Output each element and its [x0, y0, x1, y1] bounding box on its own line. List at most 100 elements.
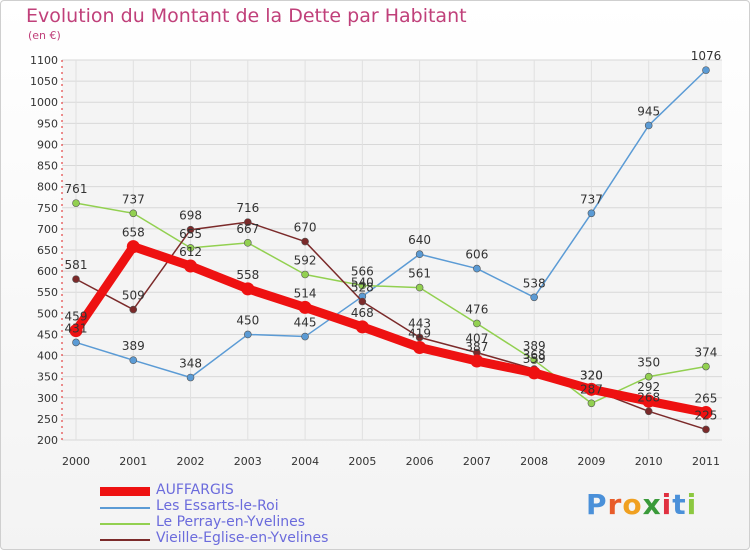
- data-label: 407: [465, 332, 488, 346]
- data-point: [473, 319, 481, 328]
- y-tick-label: 750: [37, 202, 58, 215]
- data-point: [413, 341, 427, 355]
- logo-letter: P: [586, 488, 608, 521]
- x-tick-label: 2010: [635, 455, 663, 468]
- data-point: [415, 250, 424, 259]
- legend-swatch: [100, 487, 150, 496]
- data-label: 320: [580, 368, 603, 382]
- y-tick-label: 350: [37, 371, 58, 384]
- data-point: [415, 333, 424, 342]
- data-label: 268: [637, 390, 660, 404]
- logo-letter: x: [642, 488, 662, 521]
- data-label: 640: [408, 233, 431, 247]
- data-label: 445: [294, 316, 317, 330]
- data-point: [241, 282, 255, 296]
- data-point: [644, 121, 653, 130]
- legend-swatch: [100, 523, 150, 525]
- y-tick-label: 550: [37, 286, 58, 299]
- data-label: 389: [122, 339, 145, 353]
- logo-letter: t: [672, 488, 687, 521]
- data-label: 761: [65, 182, 88, 196]
- y-tick-label: 900: [37, 138, 58, 151]
- data-label: 540: [351, 275, 374, 289]
- x-tick-label: 2003: [234, 455, 262, 468]
- y-tick-label: 1050: [30, 75, 58, 88]
- data-label: 561: [408, 267, 431, 281]
- data-label: 566: [351, 264, 374, 278]
- data-label: 287: [580, 382, 603, 396]
- data-point: [186, 225, 195, 234]
- data-label: 581: [65, 258, 88, 272]
- data-label: 265: [695, 392, 718, 406]
- data-label: 1076: [691, 49, 722, 63]
- data-point: [587, 399, 596, 408]
- data-label: 374: [695, 346, 718, 360]
- data-label: 350: [637, 356, 660, 370]
- data-label: 389: [523, 339, 546, 353]
- data-label: 348: [179, 357, 202, 371]
- logo-letter: o: [622, 488, 643, 521]
- data-point: [244, 330, 252, 339]
- x-tick-label: 2002: [177, 455, 205, 468]
- x-tick-label: 2004: [291, 455, 319, 468]
- data-point: [702, 66, 710, 74]
- data-label: 509: [122, 289, 145, 303]
- data-label: 320: [580, 368, 603, 382]
- data-label: 667: [236, 222, 259, 236]
- data-label: 658: [122, 226, 145, 240]
- data-point: [126, 240, 140, 254]
- data-point: [470, 354, 484, 368]
- data-point: [587, 209, 596, 218]
- y-tick-label: 500: [37, 307, 58, 320]
- y-tick-label: 250: [37, 413, 58, 426]
- data-point: [358, 297, 367, 306]
- legend-label: Les Essarts-le-Roi: [156, 498, 279, 514]
- data-label: 419: [408, 327, 431, 341]
- series-line: [75, 69, 707, 379]
- data-point: [244, 218, 252, 226]
- legend-label: Le Perray-en-Yvelines: [156, 514, 305, 530]
- data-label: 670: [294, 221, 317, 235]
- data-point: [298, 300, 312, 314]
- data-label: 514: [294, 286, 317, 300]
- data-label: 945: [637, 104, 660, 118]
- data-label: 359: [523, 352, 546, 366]
- y-tick-label: 650: [37, 244, 58, 257]
- legend-label: AUFFARGIS: [156, 482, 234, 498]
- y-tick-label: 300: [37, 392, 58, 405]
- data-label: 612: [179, 245, 202, 259]
- data-point: [129, 209, 138, 218]
- data-point: [644, 372, 653, 381]
- data-label: 716: [236, 201, 259, 215]
- data-point: [642, 394, 656, 408]
- data-point: [72, 338, 80, 347]
- data-point: [702, 425, 710, 434]
- data-label: 592: [294, 253, 317, 267]
- x-tick-label: 2006: [406, 455, 434, 468]
- data-label: 387: [465, 340, 488, 354]
- data-point: [527, 366, 541, 380]
- data-point: [72, 275, 80, 283]
- data-point: [644, 407, 653, 416]
- data-label: 459: [65, 310, 88, 324]
- data-label: 737: [122, 192, 145, 206]
- proxiti-logo: Proxiti: [586, 488, 697, 521]
- y-tick-label: 400: [37, 350, 58, 363]
- x-tick-label: 2011: [692, 455, 720, 468]
- data-point: [355, 320, 369, 334]
- legend-swatch: [100, 507, 150, 509]
- data-point: [530, 293, 538, 302]
- x-tick-label: 2000: [62, 455, 90, 468]
- data-label: 528: [351, 281, 374, 295]
- x-tick-label: 2001: [119, 455, 147, 468]
- data-label: 558: [236, 268, 259, 282]
- x-tick-label: 2005: [348, 455, 376, 468]
- y-tick-label: 800: [37, 181, 58, 194]
- y-tick-label: 700: [37, 223, 58, 236]
- y-tick-label: 950: [37, 117, 58, 130]
- x-tick-label: 2009: [577, 455, 605, 468]
- data-point: [415, 283, 424, 292]
- legend-label: Vieille-Eglise-en-Yvelines: [156, 530, 329, 546]
- y-tick-label: 450: [37, 328, 58, 341]
- data-point: [69, 324, 83, 338]
